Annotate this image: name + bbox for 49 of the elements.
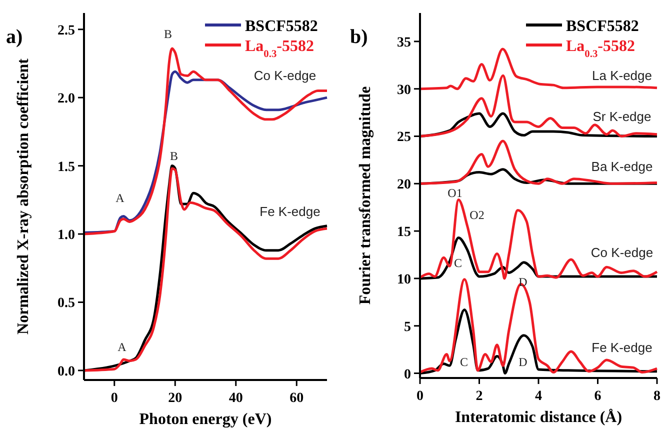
annotation: O2 [470,208,484,222]
x-axis-title: Interatomic distance (Å) [454,408,622,426]
annotation: Sr K-edge [592,109,652,124]
annotation: Ba K-edge [591,159,653,174]
x-tick-label: 2 [476,389,483,404]
x-tick-label: 6 [594,389,602,404]
y-tick-label: 2.0 [58,92,75,107]
x-tick-label: 8 [654,389,660,404]
y-tick-label: 0.5 [58,296,75,312]
annotation: C [454,256,462,270]
annotation: C [460,355,468,369]
annotation: Co K-edge [254,68,316,83]
annotation: D [518,355,528,369]
y-tick-label: 25 [397,130,411,146]
y-axis-title: Normalized X-ray absorption coefficient [15,58,32,334]
x-tick-label: 20 [168,391,182,406]
annotation: Fe K-edge [260,204,320,219]
legend-label: BSCF5582 [566,18,639,35]
x-tick-label: 40 [228,391,243,406]
text: a) [6,26,23,48]
annotation: La K-edge [592,68,652,83]
y-tick-label: 1.0 [58,228,75,244]
x-tick-label: 4 [535,389,542,404]
annotation: Co K-edge [590,245,654,260]
y-tick-label: 35 [397,35,411,50]
legend-label: La$_{0.3}$-5582 [566,38,635,60]
annotation: O1 [448,186,462,200]
y-tick-label: 30 [397,82,411,98]
y-tick-label: 0.0 [58,364,75,380]
y-tick-label: 5 [404,320,411,335]
y-tick-label: 2.5 [58,23,75,38]
y-tick-label: 1.5 [58,160,75,175]
y-axis-title: Fourier transformed magnitude [357,86,374,305]
x-tick-label: 0 [416,389,424,404]
legend-label: BSCF5582 [245,18,318,35]
annotation: A [118,340,127,354]
y-tick-label: 20 [397,178,411,193]
y-tick-label: 15 [397,225,411,240]
x-tick-label: 60 [290,391,304,406]
annotation: B [164,27,172,41]
annotation: Fe K-edge [592,340,652,355]
y-tick-label: 0 [404,367,411,382]
x-tick-label: 0 [110,391,118,406]
annotation: A [116,191,125,205]
x-axis-title: Photon energy (eV) [139,411,272,428]
annotation: B [170,149,178,163]
text: b) [350,26,368,48]
y-tick-label: 10 [397,272,411,288]
legend-label: La$_{0.3}$-5582 [245,38,314,60]
